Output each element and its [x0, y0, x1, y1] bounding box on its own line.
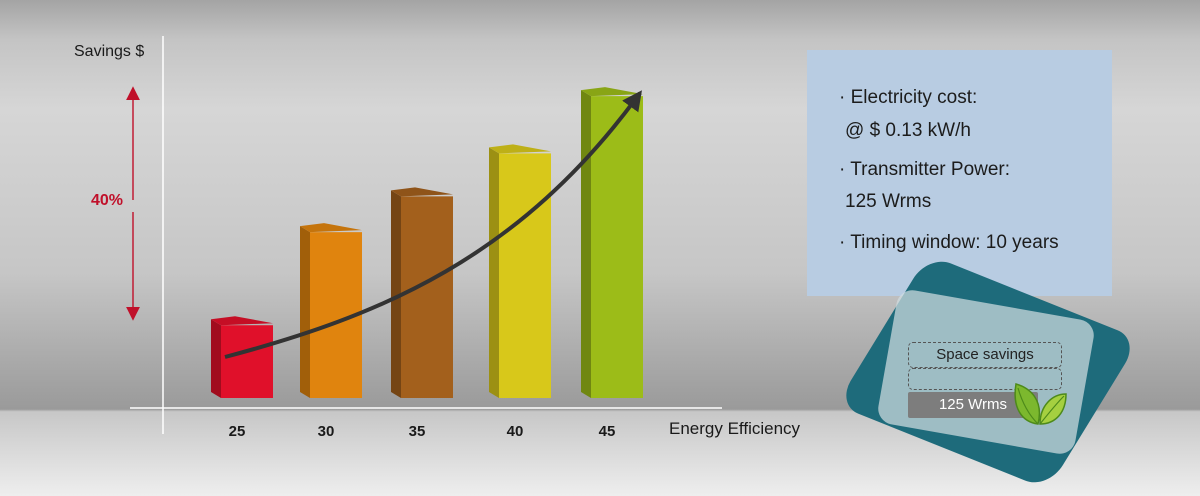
bar-top — [300, 223, 362, 233]
info-electricity-cost: · Electricity cost: — [839, 87, 978, 108]
info-electricity-rate: @ $ 0.13 kW/h — [845, 120, 971, 141]
bar-front — [401, 196, 453, 398]
space-savings-label: Space savings — [908, 342, 1062, 368]
x-tick-label: 25 — [229, 423, 246, 440]
bar-side — [489, 147, 499, 398]
bars — [211, 87, 643, 399]
space-savings-badge: Space savings 125 Wrms — [835, 254, 1141, 490]
info-transmitter-power: · Transmitter Power: — [839, 159, 1011, 180]
x-tick-labels: 25 30 35 40 45 — [229, 423, 616, 440]
bar-45 — [581, 87, 643, 399]
bar-side — [211, 319, 221, 398]
bar-front — [591, 96, 643, 399]
info-transmitter-value: 125 Wrms — [845, 191, 932, 212]
bar-25 — [211, 316, 273, 398]
bar-top — [211, 316, 273, 326]
x-tick-label: 35 — [409, 423, 426, 440]
badge-divider — [908, 368, 1062, 390]
bar-30 — [300, 223, 362, 398]
info-timing-window: · Timing window: 10 years — [839, 232, 1059, 253]
energy-savings-chart: Savings $ Energy Efficiency 40% 25 30 35 40… — [74, 43, 800, 440]
leaf-icon — [1014, 383, 1067, 425]
x-axis-label: Energy Efficiency — [669, 419, 800, 438]
trend-arrow — [224, 90, 642, 359]
y-axis-label: Savings $ — [74, 43, 144, 60]
bar-35 — [391, 187, 453, 398]
range-label: 40% — [91, 192, 123, 209]
bar-side — [581, 90, 591, 399]
x-tick-label: 30 — [318, 423, 335, 440]
bar-side — [300, 226, 310, 398]
bar-40 — [489, 144, 551, 398]
bar-top — [391, 187, 453, 197]
bar-top — [581, 87, 643, 97]
bar-top — [489, 144, 551, 154]
bar-front — [221, 325, 273, 398]
x-tick-label: 40 — [507, 423, 524, 440]
info-box: · Electricity cost: @ $ 0.13 kW/h · Tran… — [807, 50, 1112, 296]
range-annotation: 40% — [91, 86, 140, 321]
x-tick-label: 45 — [599, 423, 616, 440]
bar-front — [499, 153, 551, 398]
bar-side — [391, 190, 401, 398]
